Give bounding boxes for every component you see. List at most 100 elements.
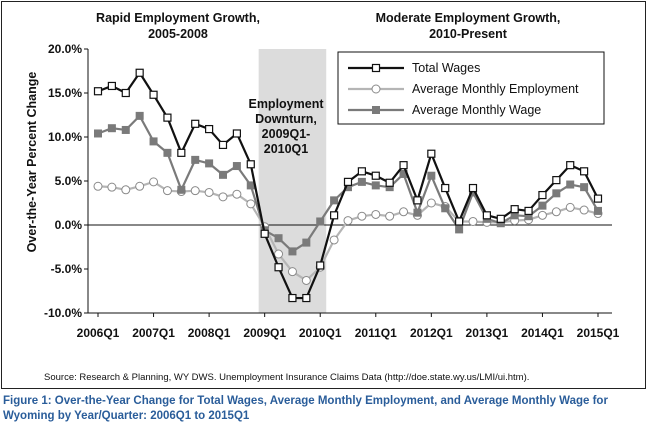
data-point	[218, 192, 228, 202]
y-tick-label: -5.0%	[51, 262, 83, 276]
data-point	[552, 176, 561, 185]
data-point	[510, 205, 519, 214]
data-point	[427, 171, 436, 180]
data-point	[593, 194, 603, 203]
data-point	[232, 129, 241, 138]
data-point	[426, 198, 436, 208]
data-point	[399, 161, 408, 170]
data-point	[246, 199, 256, 209]
data-point	[385, 178, 394, 187]
y-tick-label: 20.0%	[48, 42, 82, 56]
series-average-monthly-employment	[93, 177, 603, 285]
data-point	[468, 216, 478, 226]
data-point	[107, 182, 117, 192]
source-note: Source: Research & Planning, WY DWS. Une…	[44, 372, 530, 383]
data-point	[538, 190, 547, 200]
x-tick-label: 2007Q1	[132, 326, 175, 340]
y-tick-label: 5.0%	[55, 174, 83, 188]
data-point	[371, 181, 380, 190]
data-point	[538, 201, 547, 210]
data-point	[177, 185, 186, 194]
data-point	[329, 235, 339, 245]
data-point	[468, 183, 478, 193]
x-tick-label: 2009Q1	[243, 326, 286, 340]
x-tick-label: 2006Q1	[77, 326, 120, 340]
legend-label: Average Monthly Wage	[412, 103, 541, 117]
figure-caption: Figure 1: Over-the-Year Change for Total…	[3, 394, 643, 424]
caption-text: Over-the-Year Change for Total Wages, Av…	[3, 395, 608, 422]
data-point	[107, 81, 116, 91]
data-point	[399, 207, 409, 217]
y-tick-label: -10.0%	[44, 306, 82, 320]
data-point	[287, 267, 297, 277]
data-point	[121, 185, 131, 195]
data-point	[537, 210, 547, 220]
caption-figure-label: Figure 1:	[3, 395, 52, 407]
data-point	[413, 196, 422, 205]
data-point	[357, 167, 366, 176]
data-point	[205, 159, 214, 168]
data-point	[191, 119, 200, 128]
legend-label: Total Wages	[412, 61, 480, 75]
data-point	[301, 275, 311, 285]
data-point	[232, 162, 241, 171]
data-point	[232, 189, 242, 199]
data-point	[246, 160, 255, 169]
shaded-label-line2: Downturn,	[255, 112, 317, 126]
left-title-line2: 2005-2008	[148, 27, 208, 41]
data-point	[316, 217, 325, 226]
data-point	[93, 87, 103, 96]
shaded-label-line3: 2009Q1-	[262, 127, 311, 141]
data-point	[455, 225, 464, 234]
data-point	[135, 181, 145, 191]
x-tick-label: 2011Q1	[355, 326, 397, 340]
data-point	[580, 167, 589, 176]
y-tick-label: 15.0%	[48, 86, 82, 100]
data-point	[107, 124, 116, 133]
data-point	[205, 124, 214, 134]
data-point	[218, 140, 228, 150]
legend: Total Wages Average Monthly Employment Ave…	[337, 51, 605, 125]
data-point	[357, 211, 367, 221]
data-point	[455, 217, 464, 226]
data-point	[135, 68, 144, 77]
figure-frame: -10.0% -5.0% 0.0% 5.0% 10.0% 15.0% 20.0% 2006Q…	[1, 1, 646, 389]
series-average-monthly-wage	[94, 111, 602, 256]
data-point	[482, 211, 491, 220]
x-tick-label: 2008Q1	[188, 326, 231, 340]
data-point	[524, 206, 533, 216]
data-point	[246, 181, 255, 190]
data-point	[579, 205, 589, 215]
data-point	[330, 196, 339, 205]
series-line	[97, 180, 599, 282]
data-point	[219, 170, 227, 179]
data-point	[357, 177, 366, 186]
x-tick-label: 2013Q1	[466, 326, 509, 340]
data-point	[204, 187, 214, 197]
x-tick-label: 2015Q1	[577, 326, 620, 340]
legend-swatch-marker	[371, 84, 381, 94]
data-point	[177, 148, 186, 157]
series-group	[93, 68, 603, 303]
data-point	[302, 293, 311, 303]
data-point	[94, 129, 102, 138]
series-total-wages	[93, 68, 603, 303]
data-point	[316, 261, 325, 270]
data-point	[371, 171, 380, 180]
legend-swatch-marker	[371, 63, 381, 73]
data-point	[288, 247, 297, 256]
y-tick-label: 0.0%	[55, 218, 83, 232]
legend-items: Total Wages Average Monthly Employment Ave…	[348, 61, 579, 117]
data-point	[496, 214, 505, 223]
data-point	[427, 149, 436, 158]
data-point	[565, 202, 575, 212]
y-axis-label: Over-the-Year Percent Change	[25, 72, 39, 253]
shaded-label-line1: Employment	[248, 97, 324, 111]
data-point	[551, 207, 561, 217]
data-point	[190, 186, 200, 196]
data-point	[441, 204, 450, 213]
data-point	[163, 113, 172, 122]
data-point	[274, 249, 284, 259]
data-point	[274, 263, 283, 272]
data-point	[330, 211, 339, 220]
